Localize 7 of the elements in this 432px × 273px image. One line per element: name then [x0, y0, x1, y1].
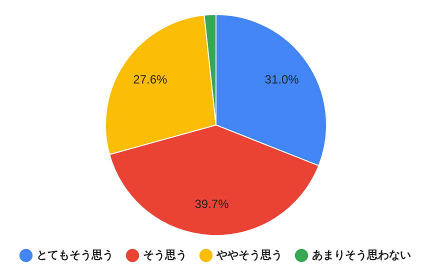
- legend-label: あまりそう思わない: [312, 248, 411, 262]
- data-label: 31.0%: [264, 72, 300, 87]
- legend-label: そう思う: [143, 248, 187, 262]
- legend-label: ややそう思う: [216, 248, 282, 262]
- legend-label: とてもそう思う: [36, 248, 114, 262]
- data-label: 27.6%: [133, 72, 168, 87]
- data-label: 39.7%: [194, 196, 230, 211]
